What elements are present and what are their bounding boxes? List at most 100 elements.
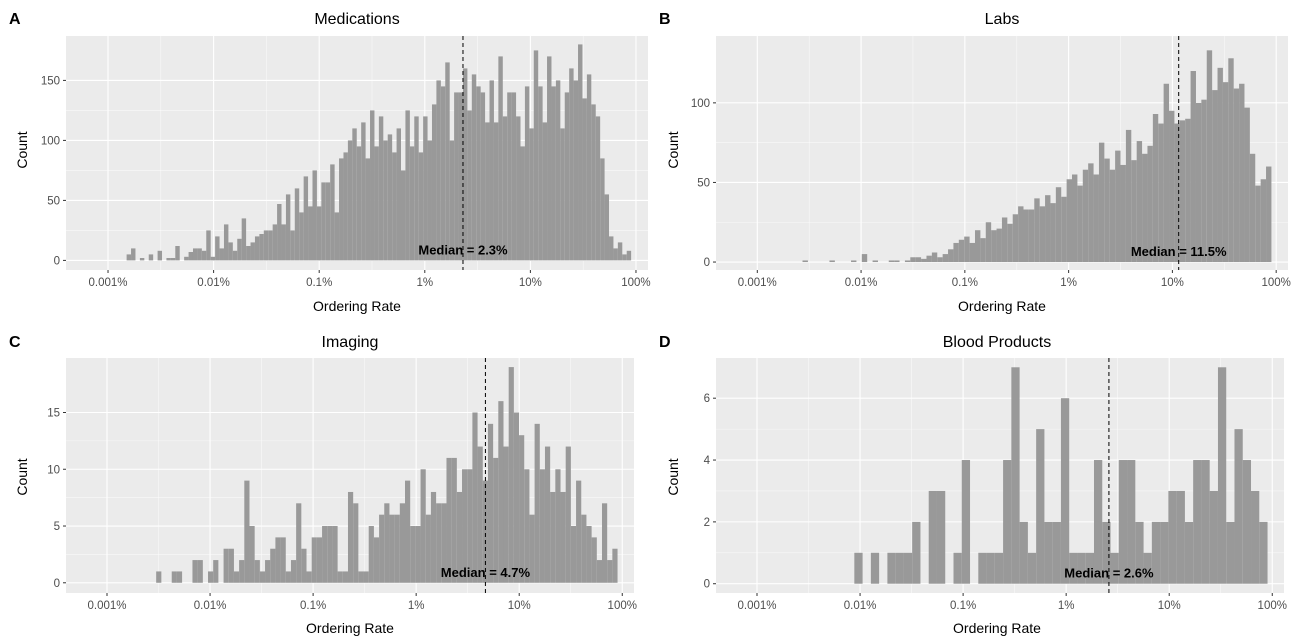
histogram-bar: [420, 469, 426, 583]
histogram-bar: [176, 571, 183, 583]
histogram-bar: [573, 80, 579, 261]
histogram-bar: [482, 480, 488, 583]
histogram-bar: [539, 469, 545, 583]
histogram-bar: [208, 571, 214, 583]
histogram-bar: [1201, 460, 1210, 584]
histogram-bar: [1061, 196, 1067, 263]
histogram-bar: [1039, 206, 1046, 263]
histogram-bar: [462, 469, 468, 583]
histogram-bar: [332, 526, 338, 583]
histogram-bar: [322, 526, 328, 583]
histogram-bar: [157, 250, 163, 261]
histogram-bar: [985, 222, 992, 263]
histogram-bar: [1206, 50, 1213, 263]
histogram-bar: [1222, 82, 1229, 263]
x-tick-label: 0.1%: [952, 277, 978, 289]
histogram-bar: [1168, 490, 1177, 584]
histogram-bar: [270, 548, 276, 583]
histogram-bar: [903, 552, 913, 584]
x-tick-label: 0.01%: [844, 600, 877, 612]
histogram-bar: [928, 490, 937, 584]
histogram-bar: [259, 234, 264, 261]
histogram-bar: [126, 254, 132, 261]
histogram-bar: [547, 56, 552, 261]
histogram-bar: [373, 537, 380, 583]
histogram-bar: [410, 526, 416, 583]
histogram-bar: [233, 571, 240, 583]
x-tick-label: 10%: [1158, 600, 1181, 612]
histogram-bar: [321, 182, 326, 261]
histogram-bar: [1060, 398, 1070, 584]
histogram-bar: [374, 146, 379, 261]
histogram-bar: [280, 537, 286, 583]
histogram-bar: [436, 503, 442, 583]
histogram-bar: [299, 212, 304, 261]
histogram-bar: [1109, 169, 1116, 263]
histogram-bar: [405, 480, 411, 583]
x-tick-label: 1%: [408, 600, 425, 612]
histogram-bar: [228, 242, 233, 261]
histogram-bar: [1131, 160, 1137, 263]
histogram-bar: [458, 92, 463, 261]
histogram-bar: [1184, 521, 1194, 584]
histogram-bar: [487, 423, 494, 583]
histogram-bar: [1055, 187, 1062, 263]
histogram-bar: [544, 446, 551, 583]
histogram-bar: [542, 122, 548, 261]
histogram-bar: [1019, 521, 1028, 584]
histogram-bar: [607, 560, 613, 583]
histogram-bar: [1228, 58, 1234, 263]
x-tick-label: 100%: [1258, 600, 1287, 612]
histogram-bar: [1115, 150, 1121, 263]
histogram-bar: [1077, 185, 1083, 263]
histogram-bar: [306, 571, 312, 583]
histogram-bar: [931, 252, 938, 263]
histogram-bar: [586, 526, 592, 583]
histogram-bar: [612, 548, 618, 583]
histogram-bar: [139, 258, 145, 261]
x-tick-label: 0.001%: [738, 277, 777, 289]
panel-title: Medications: [314, 11, 399, 28]
x-tick-label: 0.1%: [300, 600, 326, 612]
median-label: Median = 4.7%: [441, 565, 531, 580]
histogram-bar: [555, 469, 561, 583]
histogram-bar: [440, 86, 446, 261]
histogram-bar: [361, 122, 366, 261]
x-tick-label: 10%: [519, 277, 542, 289]
histogram-bar: [290, 230, 295, 261]
histogram-bar: [352, 128, 357, 261]
histogram-bar: [401, 170, 406, 261]
histogram-bar: [327, 526, 333, 583]
histogram-bar: [1212, 90, 1218, 263]
histogram-bar: [337, 571, 343, 583]
x-axis-title: Ordering Rate: [953, 620, 1041, 636]
histogram-bar: [365, 158, 371, 261]
histogram-bar: [969, 242, 975, 263]
histogram-bar: [596, 560, 602, 583]
histogram-bar: [389, 514, 395, 583]
histogram-bar: [436, 80, 441, 261]
panel-letter: B: [659, 11, 671, 28]
histogram-bar: [489, 80, 494, 261]
histogram-bar: [582, 98, 587, 261]
histogram-bar: [316, 206, 322, 261]
histogram-bar: [534, 423, 540, 583]
histogram-bar: [937, 257, 943, 263]
histogram-bar: [1110, 552, 1119, 584]
histogram-bar: [1209, 490, 1218, 584]
histogram-bar: [1234, 429, 1243, 584]
histogram-bar: [1044, 521, 1053, 584]
histogram-bar: [197, 560, 203, 583]
y-axis-title: Count: [14, 458, 30, 495]
panel-title: Blood Products: [943, 334, 1052, 351]
histogram-bar: [604, 194, 610, 261]
histogram-bar: [1088, 163, 1094, 263]
histogram-bar: [942, 254, 949, 263]
histogram-bar: [1160, 521, 1169, 584]
histogram-bar: [1127, 460, 1136, 584]
histogram-bar: [445, 62, 450, 261]
x-tick-label: 1%: [1058, 600, 1075, 612]
x-tick-label: 1%: [1060, 277, 1077, 289]
histogram-bar: [1028, 209, 1035, 263]
